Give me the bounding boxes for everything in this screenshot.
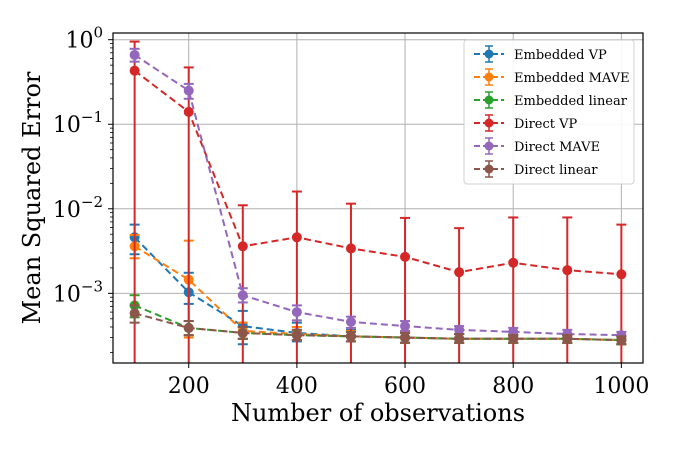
data-point bbox=[183, 85, 194, 96]
data-point bbox=[345, 243, 356, 254]
data-point bbox=[400, 251, 411, 262]
series-direct-linear bbox=[129, 304, 627, 346]
y-tick-base: 10 bbox=[53, 282, 81, 307]
legend: Embedded VP Embedded MAVE Embedded linear D… bbox=[463, 39, 635, 185]
legend-marker bbox=[484, 72, 494, 82]
data-point bbox=[237, 241, 248, 252]
legend-label: Direct linear bbox=[514, 163, 598, 178]
legend-label: Direct MAVE bbox=[514, 140, 600, 155]
legend-entry: Embedded VP bbox=[474, 45, 607, 63]
legend-marker bbox=[484, 95, 494, 105]
series-embedded-vp bbox=[129, 223, 627, 346]
data-point bbox=[183, 106, 194, 117]
legend-marker bbox=[484, 164, 494, 174]
y-axis-label: Mean Squared Error bbox=[18, 71, 46, 324]
data-point bbox=[129, 65, 140, 76]
x-tick-label: 400 bbox=[276, 374, 318, 399]
y-tick-label: 10−2 bbox=[53, 193, 103, 223]
legend-entry: Embedded MAVE bbox=[474, 68, 630, 86]
x-tick-label: 1000 bbox=[593, 374, 649, 399]
data-point bbox=[454, 333, 465, 344]
series-line bbox=[134, 312, 622, 342]
data-point bbox=[616, 269, 627, 280]
legend-entry: Direct MAVE bbox=[474, 137, 600, 155]
legend-marker bbox=[484, 49, 494, 59]
y-tick-exponent: 0 bbox=[93, 24, 103, 42]
series-line bbox=[133, 236, 622, 342]
series-line bbox=[134, 54, 622, 337]
series-direct-vp bbox=[129, 40, 627, 363]
data-point bbox=[508, 257, 519, 268]
y-tick-label: 10−3 bbox=[53, 277, 103, 307]
data-point bbox=[237, 290, 248, 301]
x-axis-label: Number of observations bbox=[231, 399, 525, 427]
data-point bbox=[562, 265, 573, 276]
data-point bbox=[400, 321, 411, 332]
x-tick-label: 200 bbox=[168, 374, 210, 399]
data-point bbox=[508, 333, 519, 344]
data-point bbox=[454, 324, 465, 335]
data-point bbox=[454, 267, 465, 278]
legend-box bbox=[463, 39, 635, 185]
legend-entry: Embedded linear bbox=[474, 91, 628, 109]
data-point bbox=[237, 327, 248, 338]
x-tick-label: 600 bbox=[384, 374, 426, 399]
legend-label: Embedded VP bbox=[514, 48, 607, 63]
legend-entry: Direct VP bbox=[474, 114, 578, 132]
y-tick-base: 10 bbox=[53, 113, 81, 138]
series-line bbox=[134, 304, 622, 342]
y-tick-exponent: −1 bbox=[81, 108, 103, 126]
data-point bbox=[291, 307, 302, 318]
legend-entry: Direct linear bbox=[474, 160, 598, 178]
y-tick-base: 10 bbox=[53, 198, 81, 223]
data-point bbox=[345, 316, 356, 327]
legend-label: Direct VP bbox=[514, 117, 578, 132]
data-point bbox=[291, 232, 302, 243]
y-tick-label: 10−1 bbox=[53, 108, 103, 138]
data-point bbox=[129, 308, 140, 319]
y-tick-exponent: −2 bbox=[81, 193, 103, 211]
legend-marker bbox=[484, 118, 494, 128]
grid bbox=[113, 33, 643, 363]
data-point bbox=[291, 330, 302, 341]
data-point bbox=[183, 322, 194, 333]
plot-frame bbox=[112, 32, 644, 364]
legend-label: Embedded MAVE bbox=[514, 71, 630, 86]
y-tick-base: 10 bbox=[65, 29, 93, 54]
data-point bbox=[562, 333, 573, 344]
data-point bbox=[345, 331, 356, 342]
series-layer bbox=[129, 40, 627, 363]
y-tick-label: 100 bbox=[65, 24, 103, 54]
data-point bbox=[400, 332, 411, 343]
legend-marker bbox=[484, 141, 494, 151]
data-point bbox=[616, 335, 627, 346]
x-tick-label: 800 bbox=[492, 374, 534, 399]
y-tick-exponent: −3 bbox=[81, 277, 103, 295]
legend-label: Embedded linear bbox=[514, 94, 628, 109]
data-point bbox=[129, 49, 140, 60]
